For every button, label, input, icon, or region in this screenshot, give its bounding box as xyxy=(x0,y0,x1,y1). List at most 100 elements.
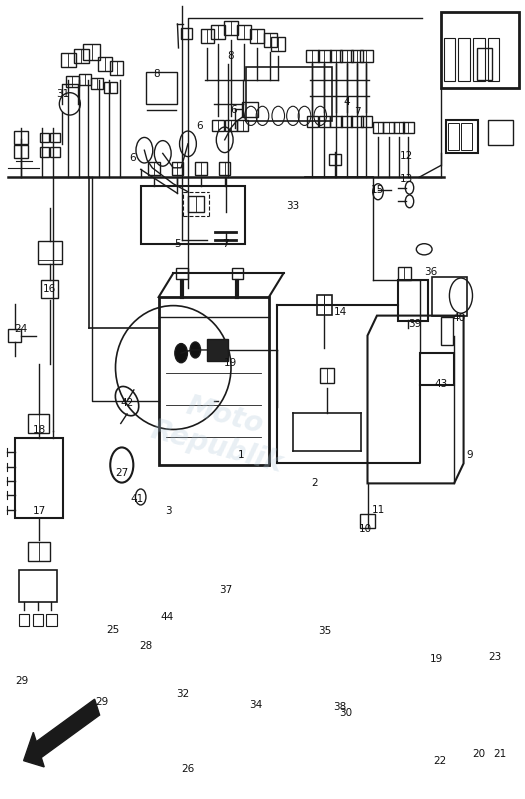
Bar xyxy=(330,50,342,62)
Text: 6: 6 xyxy=(230,105,237,115)
Bar xyxy=(98,57,112,70)
Bar xyxy=(403,122,414,133)
Text: 19: 19 xyxy=(430,654,444,664)
Bar xyxy=(38,241,62,264)
Text: 6: 6 xyxy=(196,121,203,131)
Bar xyxy=(317,295,332,315)
Bar xyxy=(176,268,188,279)
Text: 10: 10 xyxy=(358,524,372,534)
Bar xyxy=(28,542,50,561)
Bar xyxy=(271,37,285,51)
Text: 5: 5 xyxy=(174,239,181,248)
Text: 31: 31 xyxy=(56,89,70,99)
Bar xyxy=(181,28,192,39)
Bar xyxy=(141,186,245,244)
Bar xyxy=(361,116,372,127)
Bar xyxy=(211,25,225,39)
Bar xyxy=(66,76,79,87)
Bar xyxy=(146,72,177,104)
Text: 39: 39 xyxy=(408,319,422,328)
Bar xyxy=(351,50,363,62)
Text: 26: 26 xyxy=(181,764,195,773)
Bar xyxy=(83,44,100,60)
Bar xyxy=(373,122,383,133)
Text: 33: 33 xyxy=(286,201,300,211)
Text: 7: 7 xyxy=(223,239,229,248)
Text: 37: 37 xyxy=(219,585,233,594)
Text: 7: 7 xyxy=(354,107,360,117)
Bar xyxy=(318,50,331,62)
Bar xyxy=(351,116,363,127)
Text: 4: 4 xyxy=(343,97,350,107)
Text: 29: 29 xyxy=(96,697,109,706)
Text: 43: 43 xyxy=(434,379,448,388)
Bar xyxy=(19,570,57,602)
Bar xyxy=(394,122,404,133)
Bar xyxy=(172,162,183,175)
Bar xyxy=(341,116,352,127)
Text: 40: 40 xyxy=(453,313,466,323)
Text: 1: 1 xyxy=(238,451,245,460)
Text: 23: 23 xyxy=(488,652,501,662)
Bar xyxy=(250,29,264,43)
Bar xyxy=(488,38,499,81)
Text: 9: 9 xyxy=(467,451,473,460)
Text: 38: 38 xyxy=(333,702,347,712)
Text: 42: 42 xyxy=(120,399,134,408)
Bar xyxy=(360,514,375,528)
Bar xyxy=(46,614,57,626)
Bar xyxy=(398,280,428,321)
Text: 2: 2 xyxy=(312,479,318,488)
Bar xyxy=(79,74,91,85)
Bar xyxy=(330,116,342,127)
Bar xyxy=(224,21,238,35)
Text: 20: 20 xyxy=(472,749,485,759)
Bar xyxy=(444,38,455,81)
Bar xyxy=(207,339,228,361)
Bar xyxy=(159,297,269,465)
Text: 27: 27 xyxy=(115,468,129,478)
Bar xyxy=(91,78,103,89)
Bar xyxy=(441,317,453,345)
Bar xyxy=(458,38,470,81)
Text: 41: 41 xyxy=(131,495,144,504)
Text: 22: 22 xyxy=(433,756,447,765)
Bar xyxy=(432,277,467,316)
FancyArrow shape xyxy=(24,699,100,767)
Bar xyxy=(201,29,214,43)
Bar xyxy=(28,414,49,433)
Bar xyxy=(61,53,76,67)
Bar xyxy=(212,120,224,131)
Bar xyxy=(14,145,28,158)
Text: Moto
Republik: Moto Republik xyxy=(147,384,294,479)
Text: 30: 30 xyxy=(339,708,352,718)
Bar xyxy=(225,120,237,131)
Bar xyxy=(232,268,243,279)
Text: 14: 14 xyxy=(333,307,347,316)
Bar xyxy=(148,162,160,175)
Bar xyxy=(237,120,248,131)
Text: 3: 3 xyxy=(165,507,171,516)
Bar xyxy=(473,38,485,81)
Text: 34: 34 xyxy=(249,700,263,710)
Bar xyxy=(306,50,319,62)
Bar xyxy=(195,162,207,175)
Bar xyxy=(104,82,117,93)
Bar xyxy=(15,438,63,518)
Bar xyxy=(320,368,334,383)
Bar xyxy=(40,147,49,157)
Text: 29: 29 xyxy=(15,676,29,686)
Bar xyxy=(246,67,332,121)
Bar xyxy=(448,123,459,150)
Bar xyxy=(33,614,43,626)
Bar xyxy=(340,50,353,62)
Bar xyxy=(461,123,472,150)
Bar xyxy=(41,280,58,298)
Text: 17: 17 xyxy=(33,507,46,516)
Text: 18: 18 xyxy=(33,425,46,435)
Bar xyxy=(110,61,123,74)
Text: 11: 11 xyxy=(371,505,385,515)
Bar xyxy=(74,49,89,63)
Text: 15: 15 xyxy=(370,185,384,195)
Text: 32: 32 xyxy=(176,689,190,698)
